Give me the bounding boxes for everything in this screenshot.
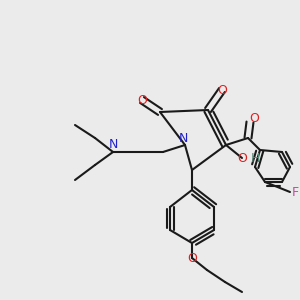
Text: N: N [108,137,118,151]
Text: F: F [291,185,298,199]
Text: O: O [249,112,259,124]
Text: O: O [137,94,147,106]
Text: O: O [187,251,197,265]
Text: H: H [250,152,260,164]
Text: O: O [217,83,227,97]
Text: O: O [237,152,247,164]
Text: N: N [178,133,188,146]
